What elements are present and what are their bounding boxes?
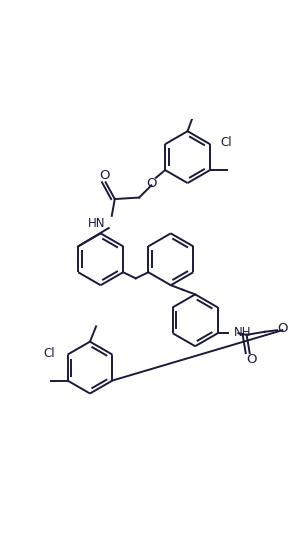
Text: Cl: Cl (44, 346, 55, 359)
Text: O: O (246, 353, 257, 367)
Text: O: O (146, 176, 157, 190)
Text: O: O (99, 169, 109, 182)
Text: HN: HN (88, 217, 105, 230)
Text: O: O (277, 322, 288, 335)
Text: Cl: Cl (221, 136, 232, 149)
Text: NH: NH (234, 326, 251, 339)
